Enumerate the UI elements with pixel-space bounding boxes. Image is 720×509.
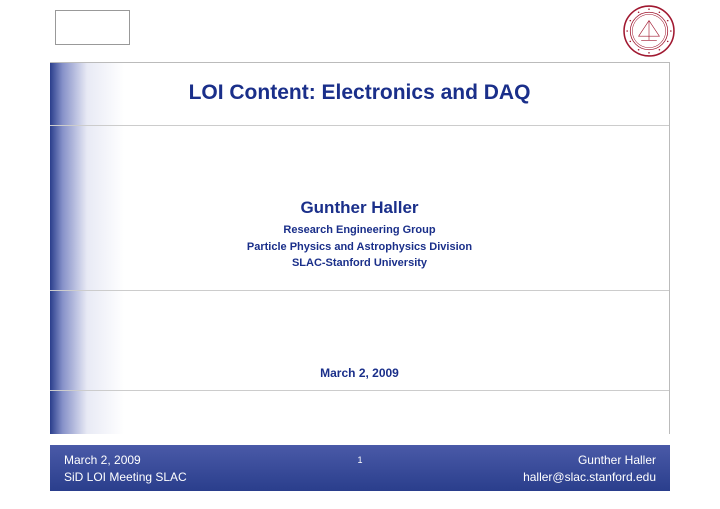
date-section: March 2, 2009	[50, 291, 669, 391]
author-name: Gunther Haller	[50, 198, 669, 218]
author-division: Particle Physics and Astrophysics Divisi…	[50, 239, 669, 256]
institution-seal-icon	[623, 5, 675, 57]
footer-meeting: SiD LOI Meeting SLAC	[64, 470, 357, 484]
author-group: Research Engineering Group	[50, 222, 669, 239]
slide-content: LOI Content: Electronics and DAQ Gunther…	[50, 62, 670, 434]
title-section: LOI Content: Electronics and DAQ	[50, 63, 669, 126]
author-section: Gunther Haller Research Engineering Grou…	[50, 126, 669, 291]
author-institution: SLAC-Stanford University	[50, 255, 669, 272]
footer-date: March 2, 2009	[64, 453, 357, 467]
slide-title: LOI Content: Electronics and DAQ	[50, 81, 669, 105]
footer-author: Gunther Haller	[363, 453, 657, 467]
presentation-date: March 2, 2009	[50, 366, 669, 380]
slide-footer: March 2, 2009 1 Gunther Haller SiD LOI M…	[50, 445, 670, 491]
logo-placeholder	[55, 10, 130, 45]
footer-email: haller@slac.stanford.edu	[363, 470, 657, 484]
